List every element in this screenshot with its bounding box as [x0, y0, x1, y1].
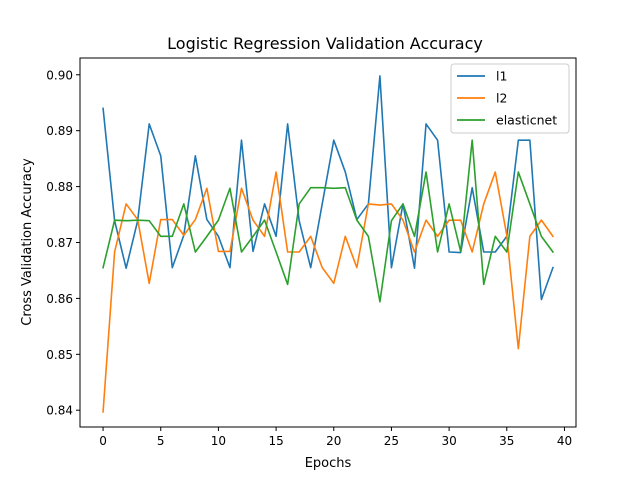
legend-label-l1: l1 — [496, 69, 507, 84]
x-axis-ticks: 0 5 10 15 20 25 30 35 40 — [99, 427, 572, 448]
y-axis-label: Cross Validation Accuracy — [20, 158, 35, 326]
x-tick-label: 10 — [211, 434, 226, 448]
y-tick-label: 0.87 — [46, 236, 73, 250]
chart-title: Logistic Regression Validation Accuracy — [167, 34, 483, 53]
series-line-elasticnet — [102, 139, 555, 303]
series-lines — [102, 75, 555, 413]
y-tick-label: 0.85 — [46, 348, 73, 362]
x-tick-label: 25 — [384, 434, 399, 448]
y-tick-label: 0.90 — [46, 68, 73, 82]
x-tick-label: 30 — [441, 434, 456, 448]
y-tick-label: 0.89 — [46, 124, 73, 138]
x-tick-label: 0 — [99, 434, 107, 448]
x-tick-label: 5 — [157, 434, 165, 448]
series-line-l2 — [102, 171, 555, 413]
y-axis-ticks: 0.84 0.85 0.86 0.87 0.88 0.89 0.90 — [46, 68, 80, 418]
x-tick-label: 40 — [557, 434, 572, 448]
y-tick-label: 0.88 — [46, 180, 73, 194]
legend-label-elasticnet: elasticnet — [496, 113, 557, 128]
x-tick-label: 15 — [268, 434, 283, 448]
y-tick-label: 0.86 — [46, 292, 73, 306]
y-tick-label: 0.84 — [46, 404, 73, 418]
legend-label-l2: l2 — [496, 91, 507, 106]
x-axis-label: Epochs — [305, 456, 352, 471]
legend-box — [450, 63, 570, 134]
x-tick-label: 20 — [326, 434, 341, 448]
x-tick-label: 35 — [499, 434, 514, 448]
legend: l1 l2 elasticnet — [450, 63, 570, 134]
